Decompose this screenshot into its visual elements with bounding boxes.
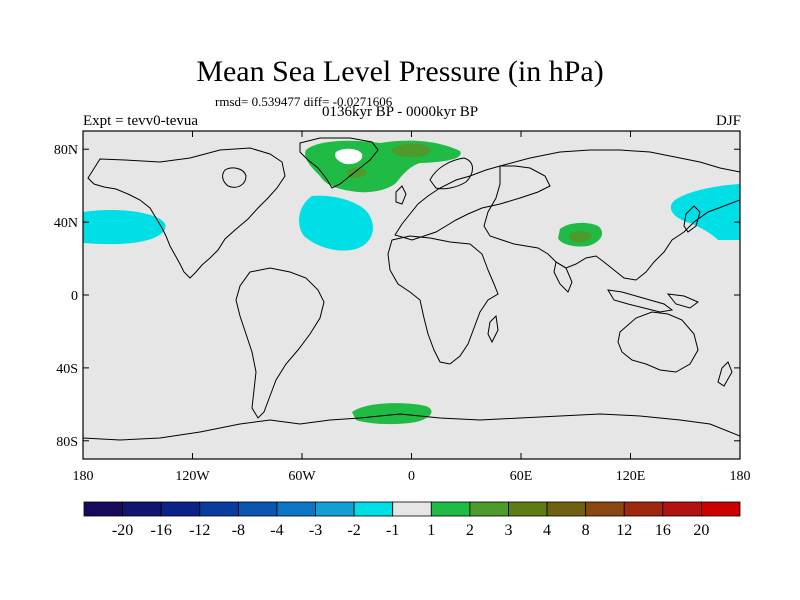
colorbar-swatch [353,501,394,517]
x-tick-label: 0 [408,469,415,484]
x-tick-label: 60E [510,469,533,484]
y-tick-label: 80S [56,435,78,450]
colorbar-swatch [160,501,201,517]
colorbar-swatch [276,501,316,517]
x-tick-label: 120W [175,469,210,484]
period-label: 0136kyr BP - 0000kyr BP [321,104,479,120]
colorbar: -20 -16 -12 -8 -4 -3 -2 -1 1 2 3 4 8 12 16 20 [83,501,741,539]
colorbar-label: 2 [466,522,474,539]
experiment-label: Expt = tevv0-tevua [83,113,199,129]
coast-africa [387,235,499,365]
y-tick-label: 0 [71,289,78,304]
anomaly-north-pacific [83,210,166,245]
coast-antarctica [83,413,740,441]
anomaly-north-atlantic [299,195,373,251]
colorbar-swatch [392,501,432,517]
colorbar-label: 1 [427,522,435,539]
coast-madagascar [487,314,499,344]
colorbar-swatch [237,501,278,517]
x-tick-label: 60W [288,469,316,484]
y-tick-label: 40S [56,362,78,377]
coast-india [553,261,573,293]
colorbar-swatch [623,501,664,517]
coast-north-america [87,147,286,279]
colorbar-swatch [430,501,471,517]
coast-south-america [235,267,325,419]
colorbar-swatch [469,501,509,517]
axis-ticks: 180 120W 60W 0 60E 120E 180 80N 40N 0 40S 80S [54,131,751,484]
y-tick-label: 40N [54,216,78,231]
colorbar-swatch [662,501,702,517]
stats-label: rmsd= 0.539477 diff= -0.0271606 [215,94,393,109]
x-tick-label: 180 [73,469,94,484]
coast-greenland [299,137,379,189]
colorbar-label: -8 [232,522,245,539]
colorbar-swatch [122,501,162,517]
colorbar-swatch [585,501,625,517]
coast-scandinavia [429,157,473,190]
colorbar-label: 8 [582,522,590,539]
colorbar-label: -16 [151,522,172,539]
coast-hudson-bay [222,167,247,188]
y-tick-label: 80N [54,143,78,158]
colorbar-label: 12 [616,522,632,539]
colorbar-swatch [199,501,239,517]
anomaly-layer [83,140,740,425]
colorbar-label: 16 [655,522,671,539]
colorbar-swatch [83,501,123,517]
coast-europe [394,165,551,241]
x-tick-label: 180 [730,469,751,484]
coast-australia [617,311,699,373]
coast-new-guinea [666,293,699,309]
anomaly-arctic-core-1 [391,143,431,158]
x-tick-label: 120E [616,469,646,484]
colorbar-label: 3 [504,522,512,539]
anomaly-tibet-core [569,231,592,243]
coast-new-zealand [717,361,733,387]
anomaly-antarctic [352,403,432,425]
colorbar-label: -3 [309,522,322,539]
coast-asia [483,149,740,281]
colorbar-label: -2 [347,522,360,539]
colorbar-swatch [315,501,355,517]
colorbar-label: -4 [270,522,283,539]
colorbar-label: -12 [189,522,210,539]
colorbar-swatch [508,501,548,517]
colorbar-swatch [701,501,741,517]
anomaly-arctic-gap [335,148,363,165]
anomaly-nw-pacific [670,184,740,240]
coast-uk [395,185,407,205]
coast-indonesia [607,289,674,313]
colorbar-label: 20 [693,522,709,539]
coast-japan [683,205,701,233]
colorbar-label: -1 [386,522,399,539]
chart-title: Mean Sea Level Pressure (in hPa) [196,55,604,88]
season-label: DJF [715,113,741,129]
colorbar-swatch [546,501,587,517]
colorbar-label: 4 [543,522,551,539]
colorbar-label: -20 [112,522,133,539]
coastlines [83,137,740,441]
